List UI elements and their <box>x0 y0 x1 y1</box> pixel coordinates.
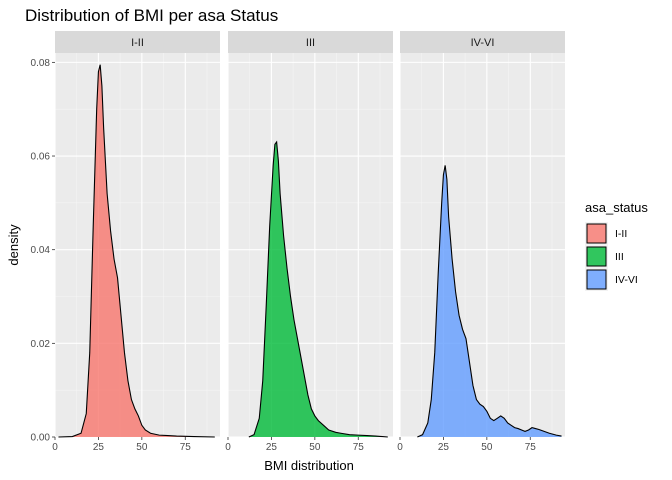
panel-background <box>55 53 220 437</box>
facet-strip-label: I-II <box>131 37 144 49</box>
legend-title: asa_status <box>585 200 648 215</box>
facet-strip-label: IV-VI <box>471 37 495 49</box>
legend-swatch <box>586 223 607 244</box>
legend-label: III <box>615 251 624 263</box>
panel-background <box>228 53 393 437</box>
facet-panels: I-II 0 25 50 75 III 0 25 50 75 IV-VI 0 25 50 75 <box>52 31 565 453</box>
x-tick-label: 75 <box>353 442 365 453</box>
x-tick-label: 75 <box>180 442 192 453</box>
x-tick-label: 25 <box>266 442 278 453</box>
panel-background <box>400 53 565 437</box>
chart-title: Distribution of BMI per asa Status <box>25 6 278 25</box>
facet-strip <box>228 31 393 53</box>
facet-panel-I-II: I-II 0 25 50 75 <box>52 31 220 453</box>
y-axis-title: density <box>6 224 21 266</box>
y-axis: 0.00 0.02 0.04 0.06 0.08 <box>31 58 55 444</box>
y-tick-label: 0.02 <box>31 339 51 350</box>
x-tick-label: 0 <box>397 442 403 453</box>
x-tick-label: 0 <box>52 442 58 453</box>
facet-strip-label: III <box>306 37 315 49</box>
density-area-I-II <box>58 64 215 438</box>
legend-swatch <box>586 246 607 267</box>
density-line-III <box>248 140 388 438</box>
x-tick-label: 25 <box>93 442 105 453</box>
density-area-III <box>248 141 388 438</box>
density-line-I-II <box>58 64 215 438</box>
x-tick-label: 50 <box>481 442 493 453</box>
x-tick-label: 50 <box>136 442 148 453</box>
legend-swatch <box>586 269 607 290</box>
y-tick-label: 0.08 <box>31 58 51 69</box>
legend-label: I-II <box>615 228 627 240</box>
facet-strip <box>400 31 565 53</box>
y-tick-label: 0.00 <box>31 433 51 444</box>
legend-label: IV-VI <box>615 274 638 286</box>
x-tick-label: 50 <box>309 442 321 453</box>
density-line-IV-VI <box>417 165 562 438</box>
facet-panel-III: III 0 25 50 75 <box>225 31 393 453</box>
facet-panel-IV-VI: IV-VI 0 25 50 75 <box>397 31 565 453</box>
x-tick-label: 25 <box>438 442 450 453</box>
density-area-IV-VI <box>417 165 562 437</box>
legend-item-IV-VI: IV-VI <box>585 268 638 291</box>
legend: asa_status I-II III IV-VI <box>585 200 648 291</box>
y-tick-label: 0.06 <box>31 152 51 163</box>
facet-strip <box>55 31 220 53</box>
x-axis-title: BMI distribution <box>264 458 354 473</box>
legend-item-I-II: I-II <box>585 222 627 245</box>
x-tick-label: 0 <box>225 442 231 453</box>
x-tick-label: 75 <box>525 442 537 453</box>
y-tick-label: 0.04 <box>31 245 51 256</box>
legend-item-III: III <box>585 245 624 268</box>
